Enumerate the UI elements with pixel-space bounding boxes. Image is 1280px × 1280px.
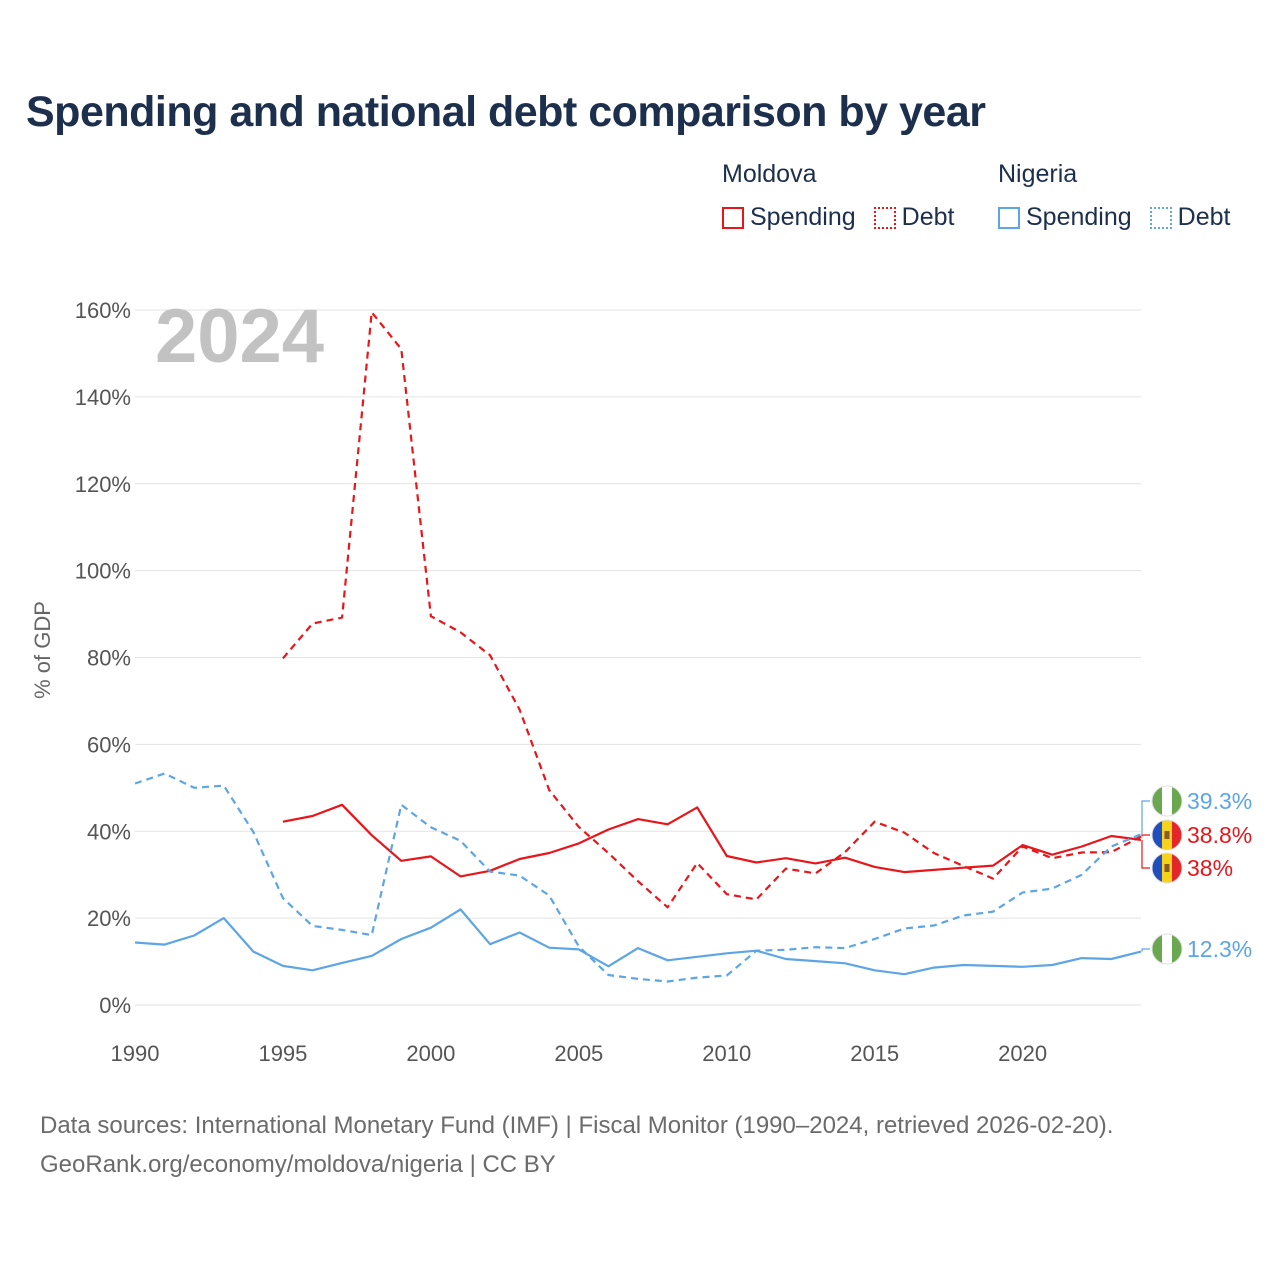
legend-item-label: Debt (901, 203, 955, 231)
y-tick-label: 20% (87, 906, 131, 931)
legend-country-label: Moldova (722, 160, 817, 188)
y-tick-label: 120% (75, 472, 131, 497)
y-tick-label: 100% (75, 559, 131, 584)
legend-item-nigeria-debt[interactable]: Debt (1149, 203, 1231, 232)
series-line-moldova-debt[interactable] (282, 311, 1142, 909)
end-value-label: 12.3% (1187, 936, 1252, 962)
x-tick-label: 2010 (702, 1041, 751, 1066)
nigeria-flag-icon (1151, 785, 1183, 817)
footer: Data sources: International Monetary Fun… (40, 1106, 1113, 1184)
x-tick-label: 1995 (258, 1041, 307, 1066)
end-label-connector (1141, 834, 1150, 837)
legend-group-moldova: Moldova Spending Debt (722, 160, 954, 232)
nigeria-flag-icon (1151, 933, 1183, 965)
watermark: 2024 (155, 294, 324, 379)
moldova-flag-icon (1151, 819, 1183, 851)
end-label-connector (1141, 800, 1150, 835)
legend-group-nigeria: Nigeria Spending Debt (998, 160, 1230, 232)
y-tick-label: 80% (87, 646, 131, 671)
end-value-label: 38% (1187, 855, 1233, 881)
x-tick-label: 2000 (406, 1041, 455, 1066)
legend-item-nigeria-spending[interactable]: Spending (998, 203, 1132, 232)
legend-item-moldova-debt[interactable]: Debt (873, 203, 955, 232)
x-tick-label: 1990 (111, 1041, 160, 1066)
legend-swatch-solid-icon (722, 206, 744, 229)
data-source-text: Data sources: International Monetary Fun… (40, 1112, 1114, 1139)
series-line-moldova-spending[interactable] (282, 803, 1142, 878)
legend-item-label: Debt (1177, 203, 1231, 231)
legend-item-label: Spending (750, 203, 856, 231)
y-tick-label: 0% (99, 993, 131, 1018)
chart-title: Spending and national debt comparison by… (26, 88, 986, 136)
legend-item-label: Spending (1026, 203, 1132, 231)
legend-swatch-dotted-icon (1149, 206, 1172, 229)
attribution-link[interactable]: GeoRank.org/economy/moldova/nigeria | CC… (40, 1151, 556, 1178)
legend-item-moldova-spending[interactable]: Spending (722, 203, 856, 232)
x-tick-label: 2005 (554, 1041, 603, 1066)
moldova-flag-icon (1151, 852, 1183, 884)
y-tick-label: 40% (87, 819, 131, 844)
end-value-label: 38.8% (1187, 822, 1252, 848)
y-tick-label: 140% (75, 385, 131, 410)
end-value-label: 39.3% (1187, 788, 1252, 814)
line-chart: 2024 % of GDP 0% 20% 40% 60% 80% 100% 120% 140%… (30, 294, 1252, 1066)
series-lines (134, 311, 1142, 983)
y-axis-label: % of GDP (30, 601, 55, 699)
legend-country-label: Nigeria (998, 160, 1078, 188)
legend-swatch-solid-icon (998, 206, 1020, 229)
y-tick-label: 160% (75, 298, 131, 323)
end-label-connector (1141, 948, 1150, 952)
y-tick-label: 60% (87, 732, 131, 757)
end-labels: 39.3% 38.8% 38% 12.3% (1141, 785, 1252, 965)
axes: % of GDP 0% 20% 40% 60% 80% 100% 120% 140% 160% 1… (30, 298, 1047, 1066)
x-tick-label: 2015 (850, 1041, 899, 1066)
grid-lines (135, 309, 1141, 1006)
year-watermark: 2024 (155, 294, 324, 379)
x-tick-label: 2020 (998, 1041, 1047, 1066)
legend-swatch-dotted-icon (873, 206, 896, 229)
end-label-connector (1141, 839, 1150, 869)
series-line-nigeria-spending[interactable] (134, 908, 1142, 976)
